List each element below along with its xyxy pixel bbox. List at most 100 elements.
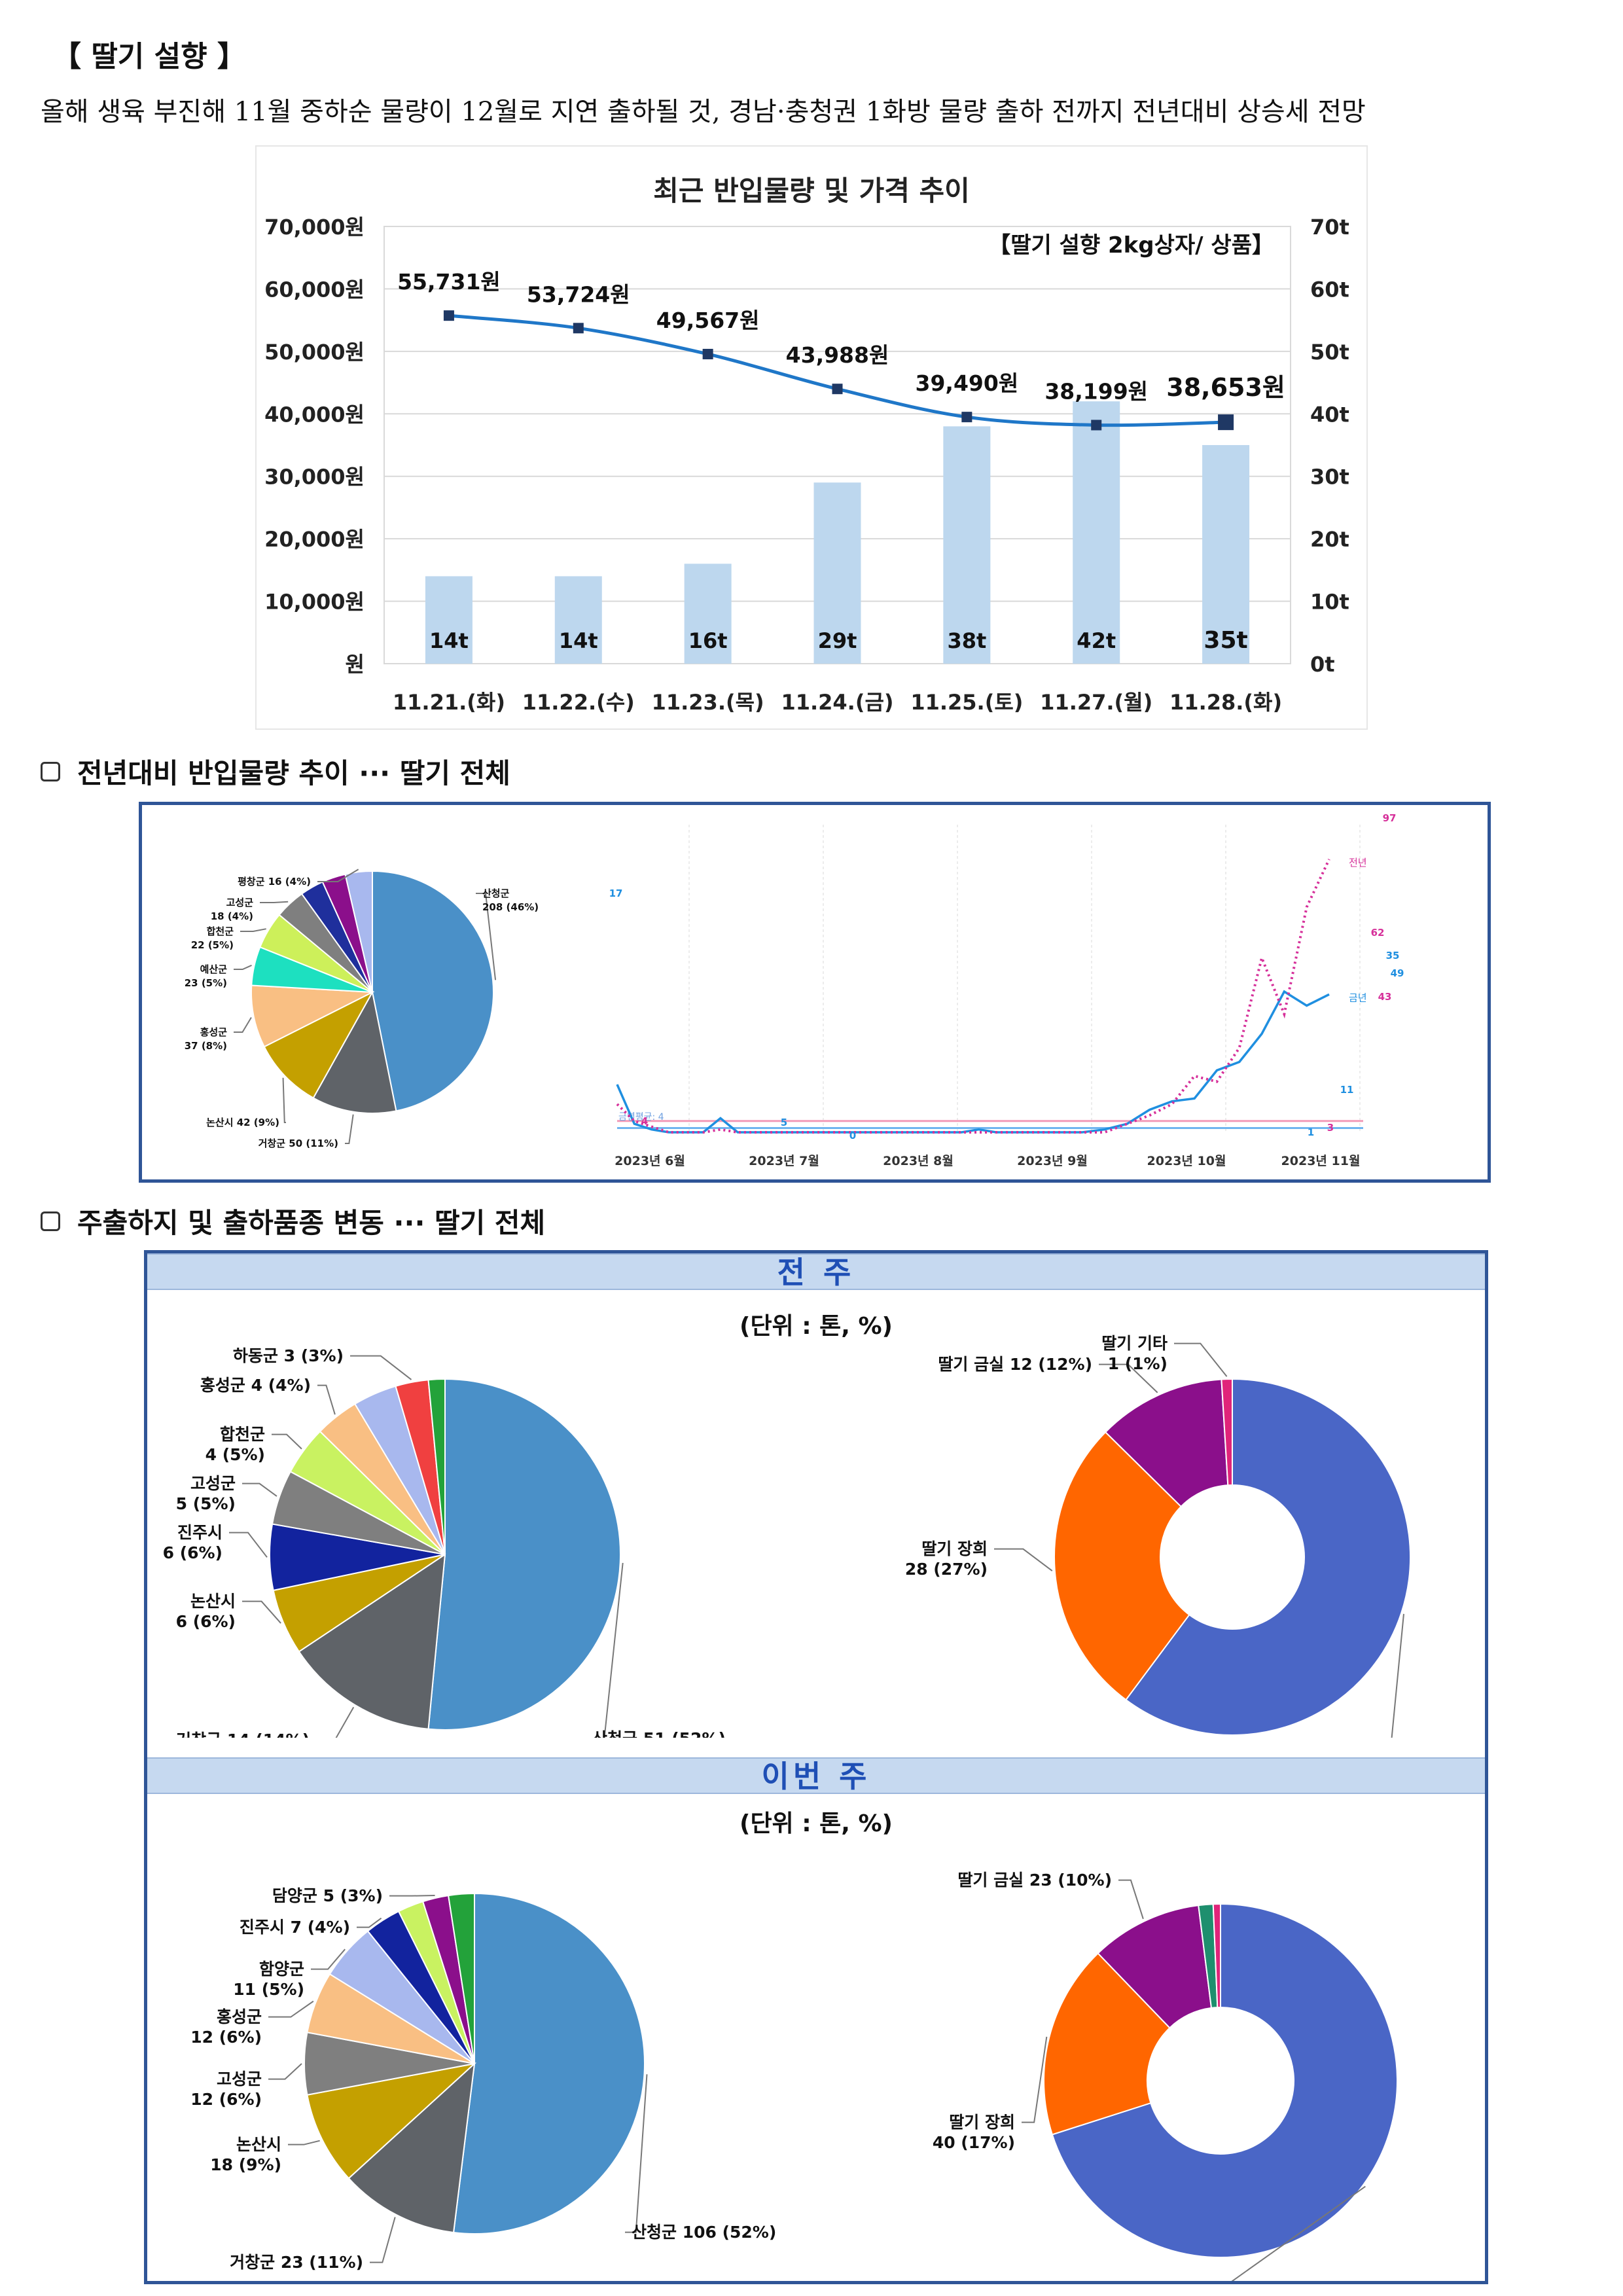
origin-week-slice: [427, 1378, 622, 1731]
origin-total-label: 23 (5%): [185, 977, 227, 989]
leader-line: [350, 1355, 412, 1380]
origin-week-slice: [427, 1378, 446, 1555]
price-label: 43,988원: [786, 342, 889, 368]
origin-week-label: 산청군 106 (52%): [632, 2223, 776, 2242]
x-tick-label: 2023년 7월: [749, 1154, 819, 1168]
this-week-unit: (단위 : 톤, %): [739, 1810, 893, 1837]
section-yoy-label: 전년대비 반입물량 추이 ··· 딸기 전체: [77, 757, 510, 789]
variety-label: 1 (1%): [1108, 1354, 1168, 1373]
volume-bar: [813, 482, 861, 664]
volume-bar: [554, 576, 602, 664]
price-marker: [1218, 414, 1234, 431]
leader-line: [476, 893, 497, 980]
volume-bar-label: 14t: [559, 628, 598, 653]
variety-slice: [1125, 1378, 1411, 1736]
prev-week-band: 전 주: [147, 1253, 1485, 1290]
leader-line: [370, 2217, 396, 2263]
x-tick-label: 11.28.(화): [1169, 690, 1282, 715]
y-left-tick: 70,000원: [264, 215, 365, 240]
leader-line: [625, 2074, 648, 2233]
leader-line: [234, 964, 252, 970]
origin-week-label: 진주시: [177, 1523, 223, 1542]
variety-label: 딸기 금실 12 (12%): [938, 1355, 1092, 1374]
leader-line: [234, 1016, 252, 1033]
variety-label: 딸기 장희: [921, 1539, 988, 1558]
variety-label: 딸기 장희: [949, 2113, 1015, 2132]
price-label: 38,653원: [1166, 373, 1285, 402]
volume-bar-label: 14t: [429, 628, 469, 653]
page-subtitle: 올해 생육 부진해 11월 중하순 물량이 12월로 지연 출하될 것, 경남·…: [41, 97, 1366, 127]
leader-line: [1174, 1342, 1228, 1377]
x-tick-label: 11.24.(금): [781, 690, 893, 715]
leader-line: [268, 2063, 302, 2080]
variety-label: 28 (27%): [905, 1560, 988, 1579]
leader-line: [272, 1433, 302, 1450]
leader-line: [1099, 1363, 1158, 1393]
volume-bar-label: 35t: [1204, 627, 1247, 654]
origin-total-label: 18 (4%): [211, 910, 253, 922]
origin-total-pie-chart: 산청군 208 (46%) 거창군 50 (11%) 논산시 42 (9%) 홍성군 37…: [185, 869, 539, 1149]
page-title: 【 딸기 설향 】: [52, 40, 246, 73]
origin-week-label: 홍성군: [217, 2007, 262, 2026]
volume-bar: [425, 576, 473, 664]
leader-line: [242, 1600, 281, 1624]
variety-label: 딸기 기타: [1101, 1334, 1168, 1353]
leader-line: [242, 1482, 277, 1497]
trend-annotation: 35: [1386, 950, 1400, 961]
volume-bar: [943, 426, 991, 664]
trend-annotation: 5: [781, 1117, 787, 1128]
y-right-tick: 70t: [1310, 215, 1349, 240]
volume-bar-label: 42t: [1077, 628, 1116, 653]
origin-week-slice: [306, 2062, 477, 2179]
origin-total-label: 37 (8%): [185, 1040, 227, 1052]
price-label: 55,731원: [397, 269, 501, 295]
leader-line: [357, 1917, 382, 1928]
origin-week-label: 5 (5%): [176, 1494, 236, 1513]
y-right-tick: 30t: [1310, 465, 1349, 490]
y-left-tick: 50,000원: [264, 340, 365, 365]
leader-line: [311, 1948, 346, 1970]
y-right-tick: 0t: [1310, 652, 1335, 677]
x-tick-label: 2023년 10월: [1147, 1154, 1226, 1168]
section-origin-label: 주출하지 및 출하품종 변동 ··· 딸기 전체: [77, 1207, 546, 1239]
trend-annotation: 49: [1391, 967, 1404, 979]
leader-line: [282, 1077, 286, 1123]
x-tick-label: 11.27.(월): [1040, 690, 1152, 715]
y-left-tick: 20,000원: [264, 527, 365, 552]
variety-slice: [1221, 1378, 1233, 1486]
trend-annotation: 62: [1371, 927, 1385, 939]
trend-annotation: 1: [1308, 1126, 1314, 1138]
origin-total-label: 합천군: [207, 925, 234, 937]
y-left-tick: 40,000원: [264, 402, 365, 427]
y-right-tick: 20t: [1310, 527, 1349, 552]
origin-total-slice: [251, 984, 375, 1048]
price-marker: [573, 323, 584, 334]
section-yoy-heading: 전년대비 반입물량 추이 ··· 딸기 전체: [41, 751, 510, 791]
origin-variety-panel: 전 주 (단위 : 톤, %) 산청군 51 (52%) 거창군 14 (14%)…: [144, 1250, 1488, 2284]
last-year-line: [616, 859, 1330, 1134]
series-label: 금년: [1349, 992, 1367, 1003]
volume-bar-label: 38t: [947, 628, 986, 653]
x-tick-label: 2023년 8월: [883, 1154, 954, 1168]
leader-line: [345, 1114, 354, 1144]
chart-title: 최근 반입물량 및 가격 추이: [653, 175, 970, 207]
variety-slice: [1043, 1952, 1171, 2136]
section-origin-heading: 주출하지 및 출하품종 변동 ··· 딸기 전체: [41, 1201, 545, 1241]
trend-annotation: 43: [1378, 991, 1392, 1003]
y-right-tick: 60t: [1310, 277, 1349, 302]
origin-week-label: 고성군: [190, 1474, 236, 1493]
origin-total-label: 고성군: [226, 897, 254, 908]
price-label: 39,490원: [915, 370, 1018, 396]
price-marker: [702, 348, 713, 359]
origin-week-label: 12 (6%): [190, 2090, 262, 2109]
origin-week-label: 18 (9%): [210, 2155, 281, 2174]
origin-total-label: 208 (46%): [482, 901, 539, 913]
origin-week-label: 4 (5%): [205, 1445, 265, 1464]
variety-slice: [1051, 1903, 1398, 2258]
this-week-band: 이번 주: [147, 1757, 1485, 1794]
variety-label: 40 (17%): [933, 2133, 1015, 2152]
